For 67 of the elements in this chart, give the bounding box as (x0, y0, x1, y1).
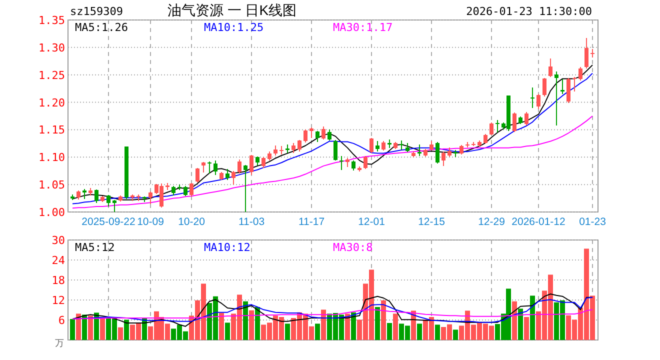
x-tick-label: 2026-01-12 (512, 216, 566, 228)
y-tick-label: 6 (58, 314, 65, 327)
text: MA10:1.25 (204, 21, 264, 34)
text: MA30:8 (333, 241, 373, 254)
y-tick-label: 1.30 (38, 41, 65, 54)
bar (453, 330, 458, 340)
bar (345, 314, 350, 340)
y-tick-label: 1.20 (38, 96, 65, 110)
bar (417, 324, 422, 340)
bar (285, 324, 290, 340)
bar (518, 308, 523, 340)
y-tick-label: 18 (52, 274, 65, 287)
bar (381, 300, 386, 340)
candlestick (554, 72, 558, 126)
y-tick-label: 1.10 (38, 151, 65, 164)
candlestick (280, 146, 284, 154)
y-tick-label: 1.35 (38, 14, 65, 27)
bar (387, 323, 392, 340)
x-tick-label: 10-20 (178, 216, 206, 228)
x-tick-label: 2025-09-22 (82, 216, 136, 228)
bar (70, 319, 75, 340)
bar (524, 317, 529, 340)
bar (124, 320, 129, 340)
bar (88, 316, 93, 340)
text: sz159309 (70, 5, 123, 18)
bar (435, 324, 440, 340)
x-tick-label: 11-03 (238, 216, 265, 228)
x-tick-label: 11-17 (298, 216, 325, 228)
bar (321, 310, 326, 340)
chart-title: 油气资源 一 日K线图 (167, 2, 297, 18)
y-tick-label: 30 (52, 234, 65, 247)
bar (219, 313, 224, 340)
bar (100, 318, 105, 340)
bar (82, 314, 87, 340)
y-tick-label: 12 (52, 294, 65, 307)
bar (351, 312, 356, 340)
line-series (72, 309, 593, 320)
bar (530, 296, 535, 340)
bar (249, 310, 254, 340)
x-tick-label: 10-09 (137, 216, 164, 228)
x-tick-label: 12-29 (478, 216, 506, 228)
candlestick (244, 164, 248, 212)
bar (393, 314, 398, 340)
bar (76, 314, 81, 340)
y-axis-title: 万 (55, 338, 64, 348)
text: MA10:12 (204, 241, 250, 254)
line-series (72, 116, 593, 209)
bar (118, 327, 123, 340)
bar (375, 307, 380, 340)
x-tick-label: 01-23 (579, 216, 606, 228)
x-tick-label: 12-01 (358, 216, 386, 228)
y-tick-label: 1.05 (38, 178, 65, 192)
text: 2026-01-23 11:30:00 (466, 5, 592, 18)
bar (512, 301, 517, 340)
y-tick-label: 1.25 (38, 68, 65, 82)
y-tick-label: 24 (52, 254, 66, 267)
text: MA5:12 (75, 241, 115, 254)
bar (225, 322, 230, 340)
text: MA5:1.26 (75, 21, 128, 34)
bar (255, 307, 260, 340)
y-tick-label: 1.00 (38, 206, 65, 219)
x-tick-label: 12-15 (418, 216, 446, 228)
bar (243, 301, 248, 340)
y-tick-label: 1.15 (38, 124, 65, 137)
text: MA30:1.17 (333, 21, 393, 34)
bar (315, 324, 320, 340)
candlestick (560, 79, 564, 94)
